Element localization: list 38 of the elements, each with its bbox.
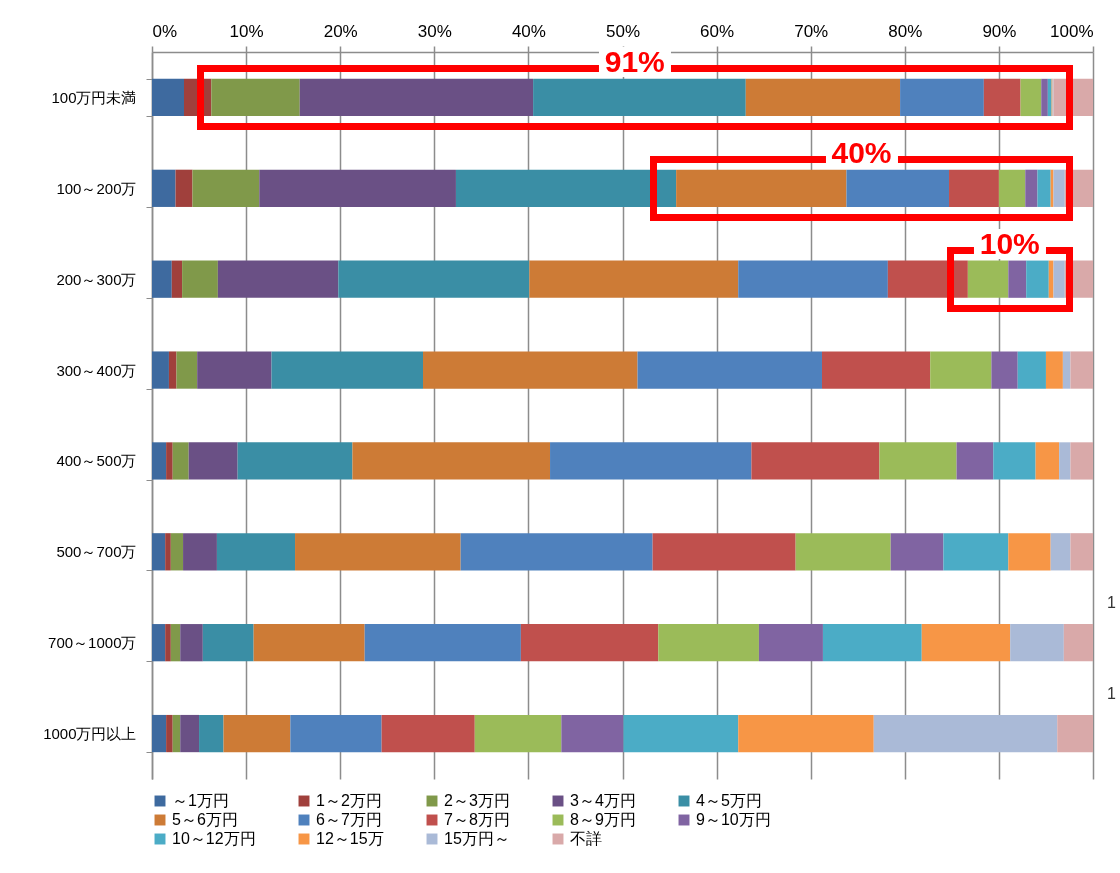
legend-label: 5～6万円: [172, 811, 238, 828]
legend-label: 12～15万: [316, 830, 384, 847]
legend-label: 15万円～: [444, 830, 510, 847]
x-tick-label: 100%: [1050, 21, 1094, 41]
x-tick-label: 80%: [888, 21, 923, 41]
legend-label: 10～12万円: [172, 830, 256, 847]
annotation: 10%: [973, 226, 1046, 260]
y-tick-label: 100～200万: [56, 179, 137, 197]
x-tick-label: 60%: [700, 21, 735, 41]
y-tick-label: 400～500万: [56, 452, 137, 470]
legend-label: 8～9万円: [570, 811, 636, 828]
x-tick-label: 30%: [417, 21, 452, 41]
x-tick-label: 0%: [152, 21, 178, 41]
x-tick-label: 70%: [794, 21, 829, 41]
text: 1: [1107, 594, 1116, 613]
y-tick-label: 500～700万: [56, 543, 137, 561]
y-tick-label: 700～1000万: [48, 634, 137, 652]
legend-label: 1～2万円: [316, 792, 382, 809]
y-tick-label: 200～300万: [56, 270, 137, 288]
legend-label: ～1万円: [172, 792, 229, 809]
legend-label: 2～3万円: [444, 792, 510, 809]
y-tick-label: 300～400万: [56, 361, 137, 379]
text: 1: [1107, 684, 1116, 703]
x-tick-label: 90%: [982, 21, 1017, 41]
x-tick-label: 50%: [605, 21, 641, 41]
x-tick-label: 40%: [511, 21, 546, 41]
y-tick-label: 1000万円以上: [43, 725, 137, 743]
legend-label: 4～5万円: [696, 792, 762, 809]
legend-label: 9～10万円: [696, 811, 771, 828]
annotation: 40%: [825, 135, 898, 169]
x-tick-label: 20%: [323, 21, 358, 41]
legend-label: 7～8万円: [444, 811, 510, 828]
legend-label: 3～4万円: [570, 792, 636, 809]
legend-label: 不詳: [570, 830, 602, 847]
y-tick-label: 100万円未満: [51, 88, 137, 106]
x-tick-label: 10%: [229, 21, 264, 41]
annotation: 91%: [598, 44, 671, 78]
legend-label: 6～7万円: [316, 811, 382, 828]
